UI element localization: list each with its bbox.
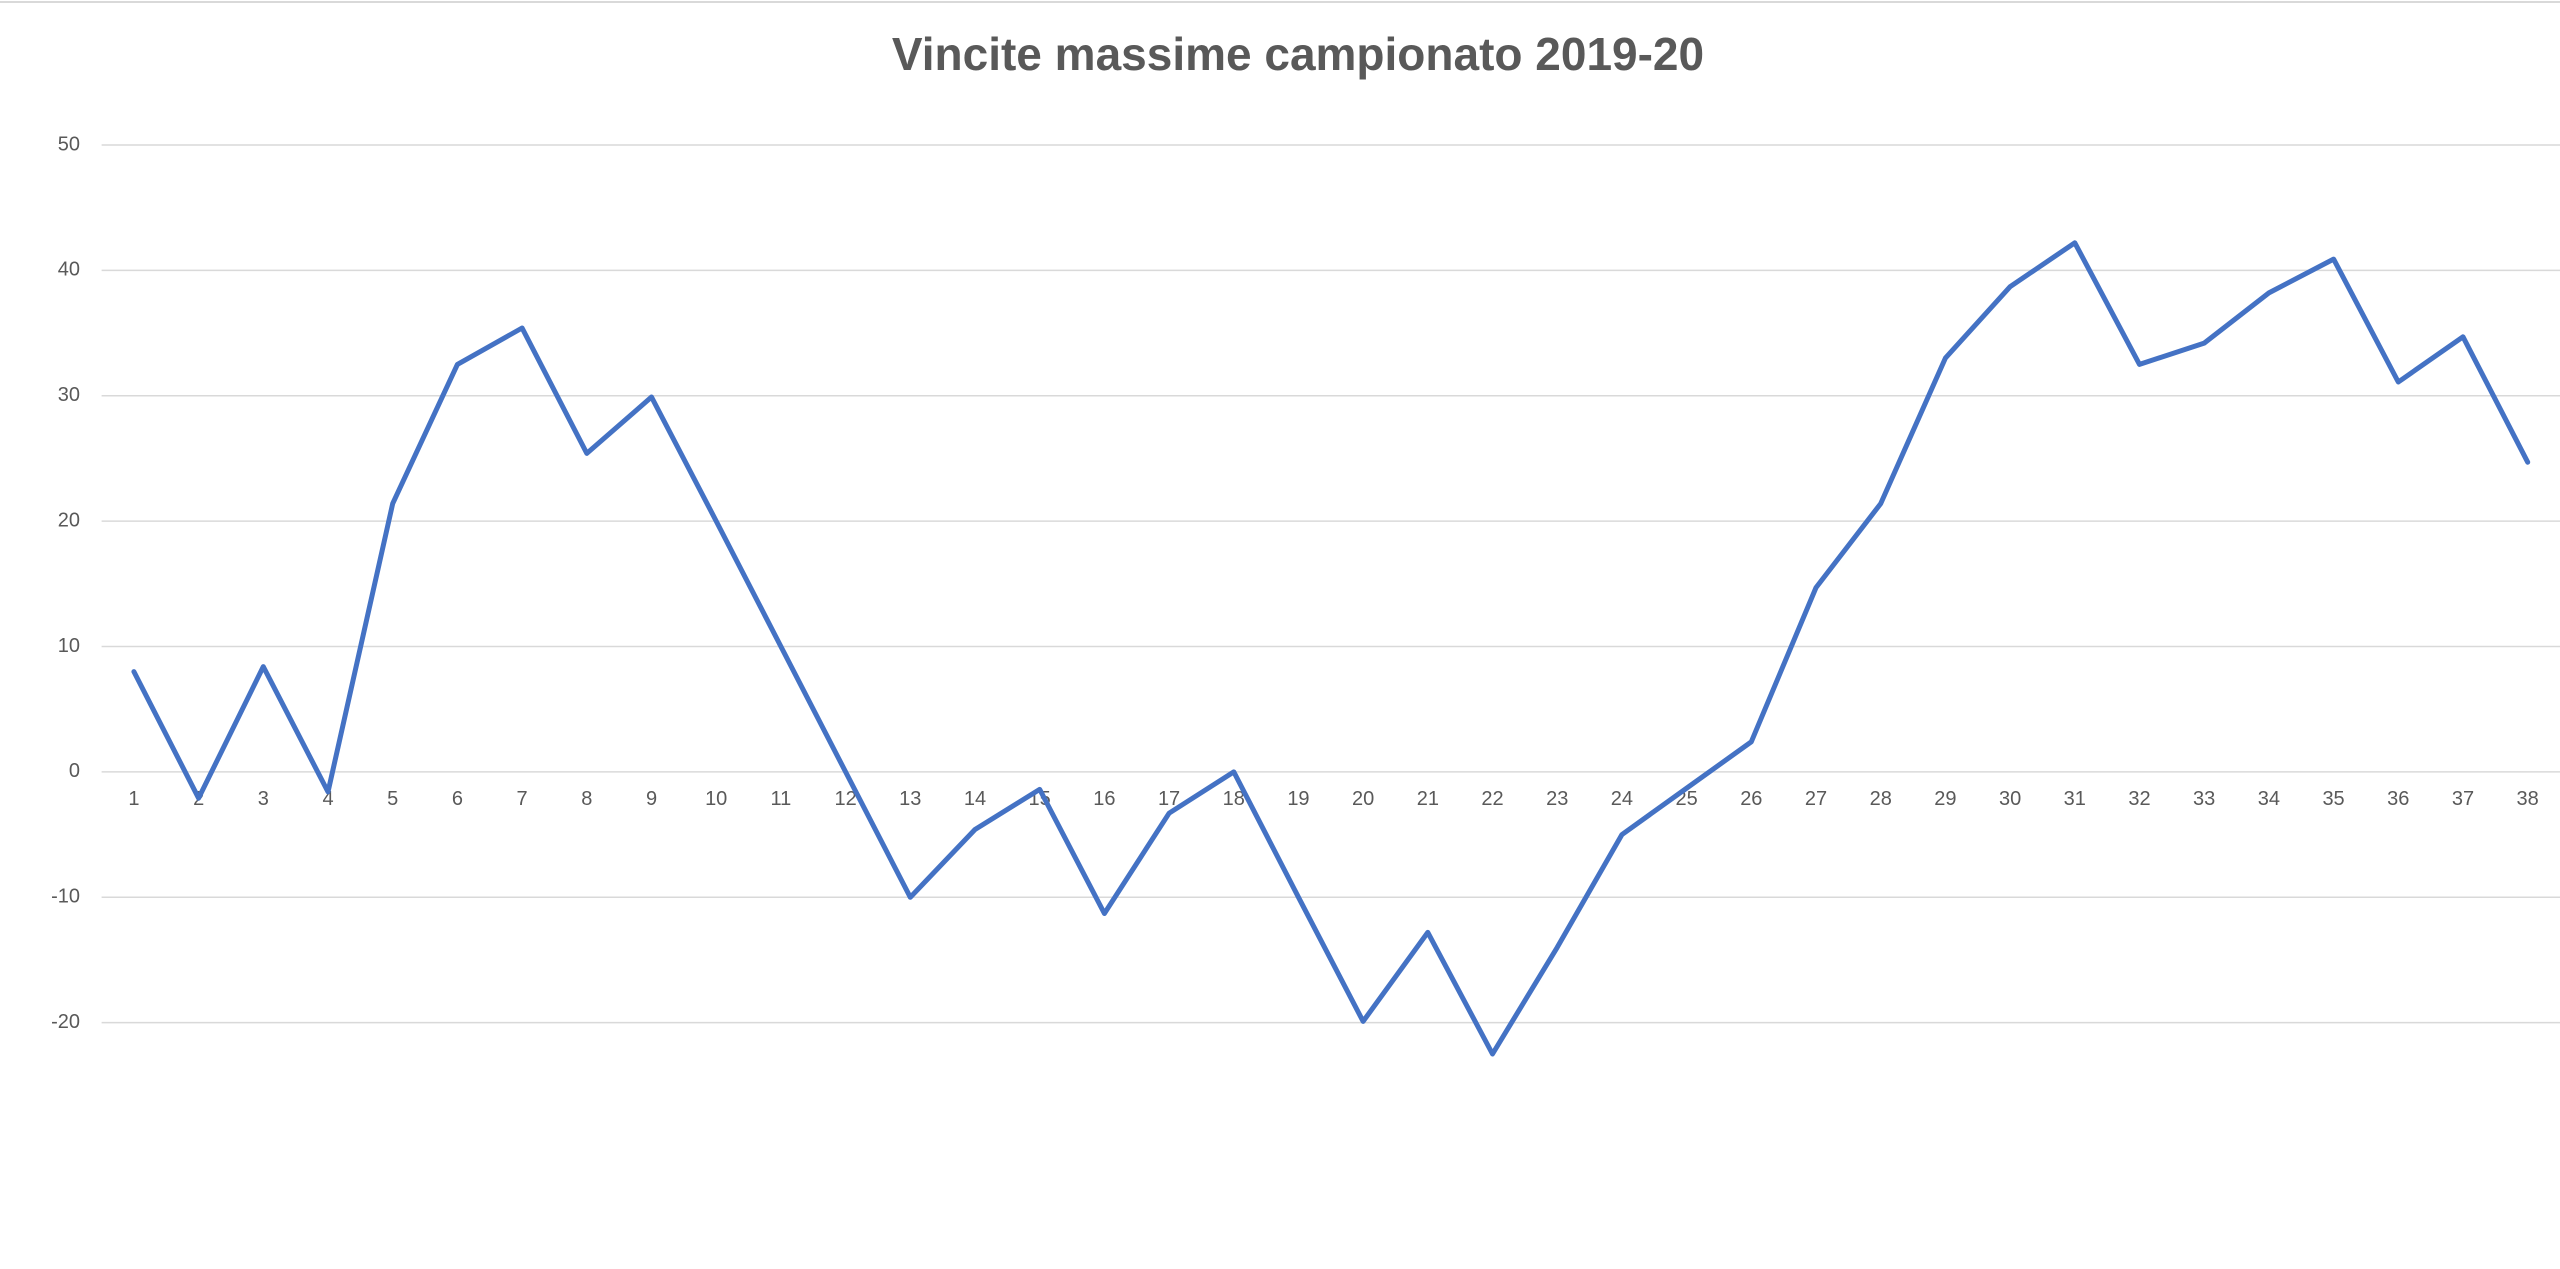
x-tick-label: 33 bbox=[2193, 788, 2215, 810]
x-tick-label: 16 bbox=[1093, 788, 1115, 810]
x-tick-label: 32 bbox=[2128, 788, 2150, 810]
x-tick-label: 7 bbox=[517, 788, 528, 810]
x-tick-label: 34 bbox=[2258, 788, 2280, 810]
x-tick-label: 4 bbox=[322, 788, 333, 810]
y-tick-label: -10 bbox=[51, 886, 80, 908]
x-tick-label: 18 bbox=[1223, 788, 1245, 810]
x-tick-label: 38 bbox=[2517, 788, 2539, 810]
x-tick-label: 5 bbox=[387, 788, 398, 810]
x-tick-label: 20 bbox=[1352, 788, 1374, 810]
x-tick-label: 9 bbox=[646, 788, 657, 810]
x-tick-label: 14 bbox=[964, 788, 986, 810]
x-tick-label: 37 bbox=[2452, 788, 2474, 810]
x-tick-label: 6 bbox=[452, 788, 463, 810]
y-tick-label: 50 bbox=[58, 133, 80, 155]
x-tick-label: 21 bbox=[1417, 788, 1439, 810]
x-tick-label: 28 bbox=[1870, 788, 1892, 810]
y-tick-label: 30 bbox=[58, 384, 80, 406]
x-tick-label: 26 bbox=[1740, 788, 1762, 810]
chart-title: Vincite massime campionato 2019-20 bbox=[892, 28, 1704, 80]
y-tick-label: -20 bbox=[51, 1011, 80, 1033]
x-tick-label: 13 bbox=[899, 788, 921, 810]
y-tick-label: 10 bbox=[58, 635, 80, 657]
x-tick-label: 10 bbox=[705, 788, 727, 810]
data-line bbox=[131, 240, 2531, 1057]
y-tick-label: 20 bbox=[58, 509, 80, 531]
x-tick-label: 12 bbox=[834, 788, 856, 810]
x-tick-label: 29 bbox=[1934, 788, 1956, 810]
y-tick-label: 40 bbox=[58, 259, 80, 281]
x-tick-label: 23 bbox=[1546, 788, 1568, 810]
x-tick-label: 24 bbox=[1611, 788, 1633, 810]
x-tick-label: 8 bbox=[581, 788, 592, 810]
x-tick-label: 11 bbox=[771, 788, 792, 810]
x-tick-label: 19 bbox=[1287, 788, 1309, 810]
x-tick-label: 27 bbox=[1805, 788, 1827, 810]
x-tick-label: 30 bbox=[1999, 788, 2021, 810]
y-tick-label: 0 bbox=[69, 760, 80, 782]
x-tick-label: 36 bbox=[2387, 788, 2409, 810]
x-tick-label: 35 bbox=[2322, 788, 2344, 810]
x-tick-label: 3 bbox=[258, 788, 269, 810]
x-tick-label: 1 bbox=[128, 788, 139, 810]
x-tick-label: 31 bbox=[2064, 788, 2086, 810]
x-tick-label: 22 bbox=[1481, 788, 1503, 810]
x-tick-label: 17 bbox=[1158, 788, 1180, 810]
